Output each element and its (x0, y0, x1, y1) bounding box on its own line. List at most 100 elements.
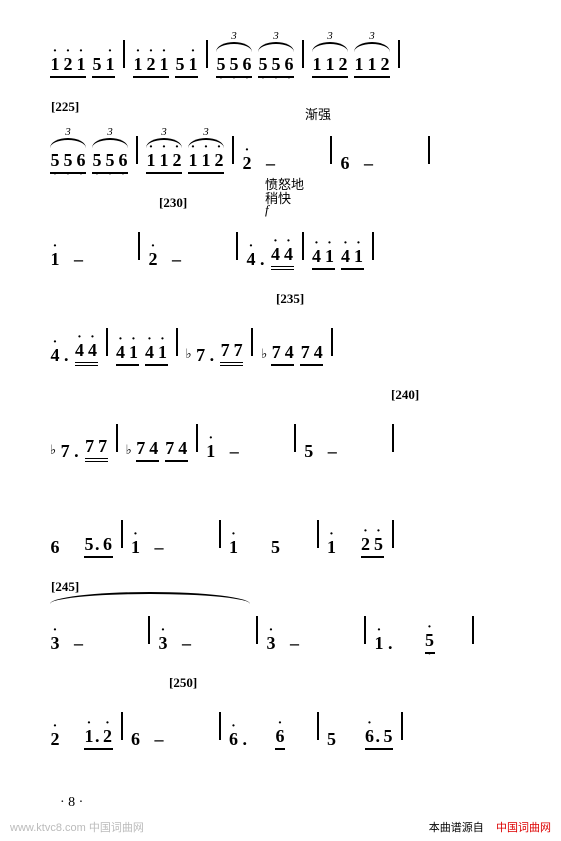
note: 6 (229, 729, 239, 750)
barline (472, 616, 474, 644)
note: 2 (63, 54, 73, 75)
rehearsal-mark: [235] (275, 290, 305, 308)
note: 1 (374, 633, 384, 654)
note-group: 7 4 (136, 438, 159, 462)
measure: 4 1 4 1 (116, 342, 168, 366)
note: 6 (242, 54, 252, 75)
score-row-2: [225] 渐强 3 5 5 6 3 5 5 6 3 1 (50, 126, 511, 174)
dash: – (356, 153, 381, 174)
measure: 3 – (50, 633, 140, 654)
note-group: 3 1 1 2 (188, 150, 224, 174)
note: 5 (271, 54, 281, 75)
measure: 1 2 1 5 1 (133, 54, 198, 78)
note: 6 (365, 726, 375, 747)
page-number: · 8 · (60, 795, 83, 811)
score-row-1: 1 2 1 5 1 1 2 1 5 1 3 (50, 30, 511, 78)
measure: 1 . 5 (374, 630, 464, 654)
barline (236, 232, 238, 260)
note-group: 7 4 (165, 438, 188, 462)
note-group: 5 1 (92, 54, 115, 78)
footer-right: 本曲谱源自 中国词曲网 (429, 819, 551, 835)
aug-dot: . (210, 345, 215, 366)
note: 5 (63, 150, 73, 171)
flat-accidental: ♭ (126, 442, 132, 458)
note-group: 3 5 5 6 (216, 54, 252, 78)
note-group: 1 2 1 (50, 54, 86, 78)
measure: 2 – (242, 153, 322, 174)
note-group: 4 4 (75, 340, 98, 366)
measure: 1 – (131, 537, 211, 558)
measure: 2 1 . 2 (50, 726, 113, 750)
barline (136, 136, 138, 164)
measure: 3 – (266, 633, 356, 654)
note: 4 (246, 249, 256, 270)
note: 1 (312, 54, 322, 75)
note: 4 (312, 246, 322, 267)
note: 1 (50, 249, 60, 270)
note-group: 5 . 6 (84, 534, 113, 558)
note: 4 (88, 340, 98, 361)
note: 1 (367, 54, 377, 75)
aug-dot: . (95, 534, 100, 555)
note-group: 3 1 1 2 (354, 54, 390, 78)
flat-accidental: ♭ (261, 346, 267, 362)
note: 6 (131, 729, 141, 750)
score-row-8: [250] 2 1 . 2 6 – 6 . 6 5 (50, 702, 511, 750)
triplet-label: 3 (65, 126, 71, 138)
note: 1 (133, 54, 143, 75)
note-group: 7 4 (300, 342, 323, 366)
note: 2 (50, 729, 60, 750)
barline (302, 232, 304, 260)
footer-right-a: 本曲谱源自 (429, 822, 484, 834)
note-group: 5 1 (175, 54, 198, 78)
note: 5 (216, 54, 226, 75)
dash: – (320, 441, 345, 462)
measure: 4 . 4 4 (50, 340, 98, 366)
note: 5 (327, 729, 337, 750)
note: 4 (313, 342, 323, 363)
note-group: 3 5 5 6 (258, 54, 294, 78)
dash: – (282, 633, 307, 654)
note-group: 3 1 1 2 (146, 150, 182, 174)
measure: ♭ 7 4 7 4 (261, 342, 323, 366)
flat-accidental: ♭ (50, 442, 56, 458)
barline (121, 520, 123, 548)
dash: – (258, 153, 283, 174)
note: 5 (50, 150, 60, 171)
measure: 4 . 4 4 (246, 244, 294, 270)
slur (312, 42, 348, 52)
barline (392, 520, 394, 548)
dash: – (174, 633, 199, 654)
note: 4 (116, 342, 126, 363)
dash: – (164, 249, 189, 270)
score-row-7: [245] 3 – 3 – 3 – 1 . 5 (50, 606, 511, 654)
score-row-4: [235] 4 . 4 4 4 1 4 1 ♭ 7 . 7 (50, 318, 511, 366)
note-group: 4 1 (145, 342, 168, 366)
note-group: 4 1 (312, 246, 335, 270)
note: 7 (233, 340, 243, 361)
note-group: 3 1 1 2 (312, 54, 348, 78)
note-group: 4 1 (341, 246, 364, 270)
triplet-label: 3 (231, 30, 237, 42)
barline (330, 136, 332, 164)
note: 2 (380, 54, 390, 75)
triplet-label: 3 (369, 30, 375, 42)
aug-dot: . (243, 729, 248, 750)
note: 1 (158, 342, 168, 363)
footer: www.ktvc8.com 中国词曲网 本曲谱源自 中国词曲网 (0, 819, 561, 835)
note: 1 (131, 537, 141, 558)
note: 1 (84, 726, 94, 747)
dash: – (222, 441, 247, 462)
rehearsal-mark: [230] (158, 194, 188, 212)
barline (398, 40, 400, 68)
note-group: 6 (275, 726, 285, 750)
note: 1 (105, 54, 115, 75)
barline (428, 136, 430, 164)
note: 7 (136, 438, 146, 459)
aug-dot: . (74, 441, 79, 462)
note: 5 (374, 534, 384, 555)
note-group: 7 7 (220, 340, 243, 366)
note: 7 (271, 342, 281, 363)
rehearsal-mark: [225] (50, 98, 80, 116)
note: 5 (92, 150, 102, 171)
